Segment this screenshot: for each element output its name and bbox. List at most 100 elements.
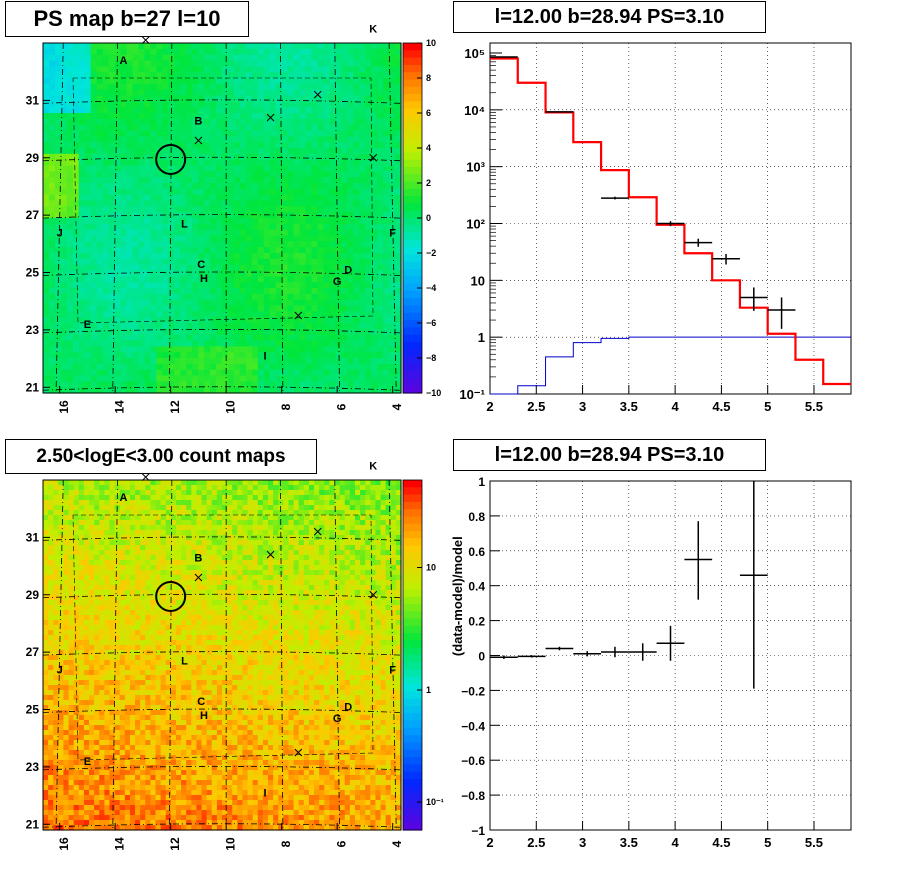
map-pixel xyxy=(222,78,229,85)
map-pixel xyxy=(90,165,98,172)
map-pixel xyxy=(222,177,229,184)
map-pixel xyxy=(73,505,80,511)
map-pixel xyxy=(84,200,92,207)
map-pixel xyxy=(293,235,301,242)
map-pixel xyxy=(126,317,134,324)
map-pixel xyxy=(192,171,199,178)
map-pixel xyxy=(73,630,80,636)
map-pixel xyxy=(68,570,75,576)
map-pixel xyxy=(335,194,342,202)
map-pixel xyxy=(114,695,121,701)
map-pixel xyxy=(239,340,247,347)
map-pixel xyxy=(186,381,193,388)
map-pixel xyxy=(119,480,126,486)
map-pixel xyxy=(168,159,175,167)
colorbar-segment xyxy=(403,247,422,256)
map-pixel xyxy=(347,218,354,225)
map-pixel xyxy=(245,83,253,91)
map-pixel xyxy=(102,358,110,365)
map-pixel xyxy=(72,171,80,178)
map-pixel xyxy=(353,264,360,272)
map-pixel xyxy=(359,60,366,67)
map-pixel xyxy=(138,241,146,248)
map-pixel xyxy=(43,775,49,781)
map-pixel xyxy=(83,615,90,621)
map-pixel xyxy=(299,328,307,336)
map-grid-line-l xyxy=(55,42,64,394)
map-pixel xyxy=(186,334,193,342)
map-pixel xyxy=(263,142,271,149)
map-pixel xyxy=(239,130,247,137)
map-pixel xyxy=(68,635,75,641)
map-pixel xyxy=(78,765,85,771)
map-pixel xyxy=(48,299,56,307)
map-pixel xyxy=(395,288,402,295)
map-pixel xyxy=(48,735,54,741)
map-pixel xyxy=(96,241,104,248)
map-pixel xyxy=(305,107,313,114)
map-pixel xyxy=(383,95,390,102)
map-pixel xyxy=(48,815,54,821)
map-pixel xyxy=(124,600,131,606)
map-pixel xyxy=(78,545,85,551)
map-pixel xyxy=(251,340,259,347)
map-pixel xyxy=(129,785,136,791)
map-pixel xyxy=(227,43,235,50)
map-pixel xyxy=(63,585,70,591)
map-pixel xyxy=(96,153,104,161)
map-pixel xyxy=(233,305,241,312)
map-pixel xyxy=(377,95,384,102)
map-pixel xyxy=(43,770,49,776)
map-pixel xyxy=(389,311,396,318)
map-pixel xyxy=(216,340,223,347)
map-pixel xyxy=(287,299,295,307)
map-pixel xyxy=(299,253,307,260)
map-pixel xyxy=(43,206,50,213)
map-pixel xyxy=(124,695,131,701)
map-pixel xyxy=(383,200,390,207)
map-pixel xyxy=(335,118,342,126)
map-pixel xyxy=(174,148,181,155)
map-pixel xyxy=(245,346,253,353)
map-pixel xyxy=(53,770,59,776)
map-pixel xyxy=(68,675,75,681)
map-pixel xyxy=(269,346,277,353)
map-pixel xyxy=(124,740,131,746)
map-pixel xyxy=(48,695,54,701)
map-pixel xyxy=(66,95,74,102)
map-pixel xyxy=(129,645,136,651)
map-pixel xyxy=(120,258,128,266)
map-pixel xyxy=(144,381,151,388)
map-pixel xyxy=(114,805,121,811)
map-pixel xyxy=(132,352,140,359)
map-pixel xyxy=(192,258,199,266)
map-pixel xyxy=(216,200,223,207)
map-pixel xyxy=(53,595,59,601)
map-pixel xyxy=(48,218,56,225)
map-pixel xyxy=(204,317,211,324)
map-pixel xyxy=(119,510,126,516)
map-pixel xyxy=(186,60,193,67)
map-pixel xyxy=(287,270,295,277)
map-pixel xyxy=(317,340,325,347)
map-pixel xyxy=(186,142,193,149)
map-pixel xyxy=(78,171,86,178)
map-pixel xyxy=(317,311,325,318)
map-pixel xyxy=(126,311,134,318)
map-pixel xyxy=(180,95,187,102)
map-pixel xyxy=(78,825,85,831)
map-pixel xyxy=(305,113,313,120)
map-pixel xyxy=(210,206,217,213)
map-pixel xyxy=(144,369,151,377)
map-pixel xyxy=(129,560,136,566)
map-pixel xyxy=(83,655,90,661)
map-pixel xyxy=(180,101,187,108)
map-grid-line-l xyxy=(112,42,118,394)
map-pixel xyxy=(94,495,100,501)
map-pixel xyxy=(94,750,100,756)
map-pixel xyxy=(341,200,348,207)
map-pixel xyxy=(78,89,86,97)
map-pixel xyxy=(109,575,116,581)
map-pixel xyxy=(245,276,253,283)
